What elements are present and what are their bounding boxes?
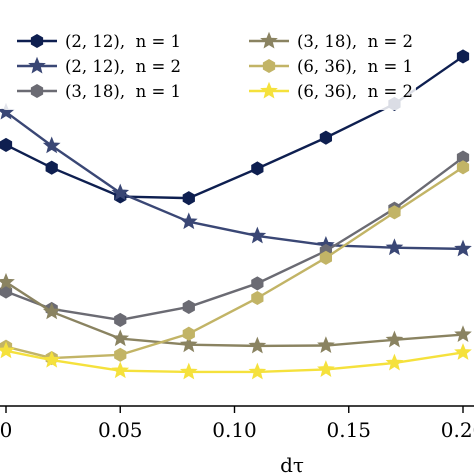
data-point <box>385 353 404 371</box>
data-point <box>385 330 404 348</box>
data-point <box>319 250 333 265</box>
data-point <box>251 276 264 291</box>
data-point <box>319 130 333 145</box>
legend-label: (2, 12), n = 1 <box>65 32 181 51</box>
data-point <box>111 329 130 347</box>
legend-item: (6, 36), n = 1 <box>249 57 413 76</box>
data-point <box>0 341 15 359</box>
data-point <box>454 239 472 257</box>
series-line <box>5 111 464 251</box>
legend-marker <box>260 31 278 49</box>
data-point <box>456 49 470 64</box>
x-tick-label: 0.05 <box>98 418 143 442</box>
series-2 <box>0 102 472 257</box>
legend: (2, 12), n = 1 (2, 12), n = 2 (3, 18), n =… <box>2 20 416 110</box>
series-6 <box>0 341 472 380</box>
data-point <box>454 343 472 360</box>
data-point <box>248 226 267 244</box>
series-line <box>5 349 464 374</box>
series-5 <box>0 160 470 366</box>
series-line <box>5 166 464 360</box>
legend-label: (2, 12), n = 2 <box>65 57 181 76</box>
data-point <box>182 191 195 206</box>
legend-item: (2, 12), n = 1 <box>17 32 181 51</box>
legend-marker <box>262 58 276 74</box>
data-point <box>179 362 198 380</box>
x-tick-label: 0.15 <box>326 418 371 442</box>
x-tick-label: 0.20 <box>441 418 474 442</box>
data-point <box>0 284 13 299</box>
x-axis-label: dτ <box>280 453 304 474</box>
x-tick-label: 0 <box>0 418 12 442</box>
data-point <box>42 302 61 320</box>
data-point <box>248 336 267 354</box>
data-point <box>179 335 198 353</box>
x-ticks: 0 0.05 0.10 0.15 0.20 <box>0 406 474 442</box>
legend-marker <box>30 33 44 49</box>
data-point <box>111 183 130 201</box>
data-point <box>42 350 61 368</box>
data-point <box>42 136 61 154</box>
data-point <box>0 137 13 153</box>
data-point <box>248 362 267 380</box>
legend-label: (6, 36), n = 2 <box>297 82 413 101</box>
series-4 <box>0 272 472 354</box>
data-point <box>182 299 195 315</box>
legend-box <box>2 20 416 110</box>
data-point <box>251 161 264 176</box>
data-point <box>114 312 127 327</box>
series-line <box>5 156 464 322</box>
data-point <box>111 361 130 379</box>
legend-item: (3, 18), n = 2 <box>249 31 413 51</box>
data-point <box>454 325 472 343</box>
series-layer <box>0 49 472 380</box>
series-line <box>5 281 464 348</box>
data-point <box>251 290 264 306</box>
legend-marker <box>30 83 44 99</box>
data-point <box>456 160 470 175</box>
legend-label: (6, 36), n = 1 <box>297 57 413 76</box>
legend-marker <box>260 81 278 99</box>
data-point <box>179 212 198 230</box>
legend-item: (2, 12), n = 2 <box>17 56 181 76</box>
legend-item: (6, 36), n = 2 <box>249 81 413 101</box>
x-tick-label: 0.10 <box>212 418 257 442</box>
data-point <box>114 347 127 362</box>
data-point <box>317 336 335 354</box>
legend-label: (3, 18), n = 2 <box>297 32 413 51</box>
data-point <box>317 360 335 377</box>
data-point <box>182 326 195 341</box>
legend-item: (3, 18), n = 1 <box>17 82 181 101</box>
data-point <box>385 238 404 256</box>
data-point <box>0 272 15 290</box>
legend-label: (3, 18), n = 1 <box>65 82 181 101</box>
legend-marker <box>28 56 46 74</box>
data-point <box>388 205 401 220</box>
data-point <box>45 160 58 175</box>
